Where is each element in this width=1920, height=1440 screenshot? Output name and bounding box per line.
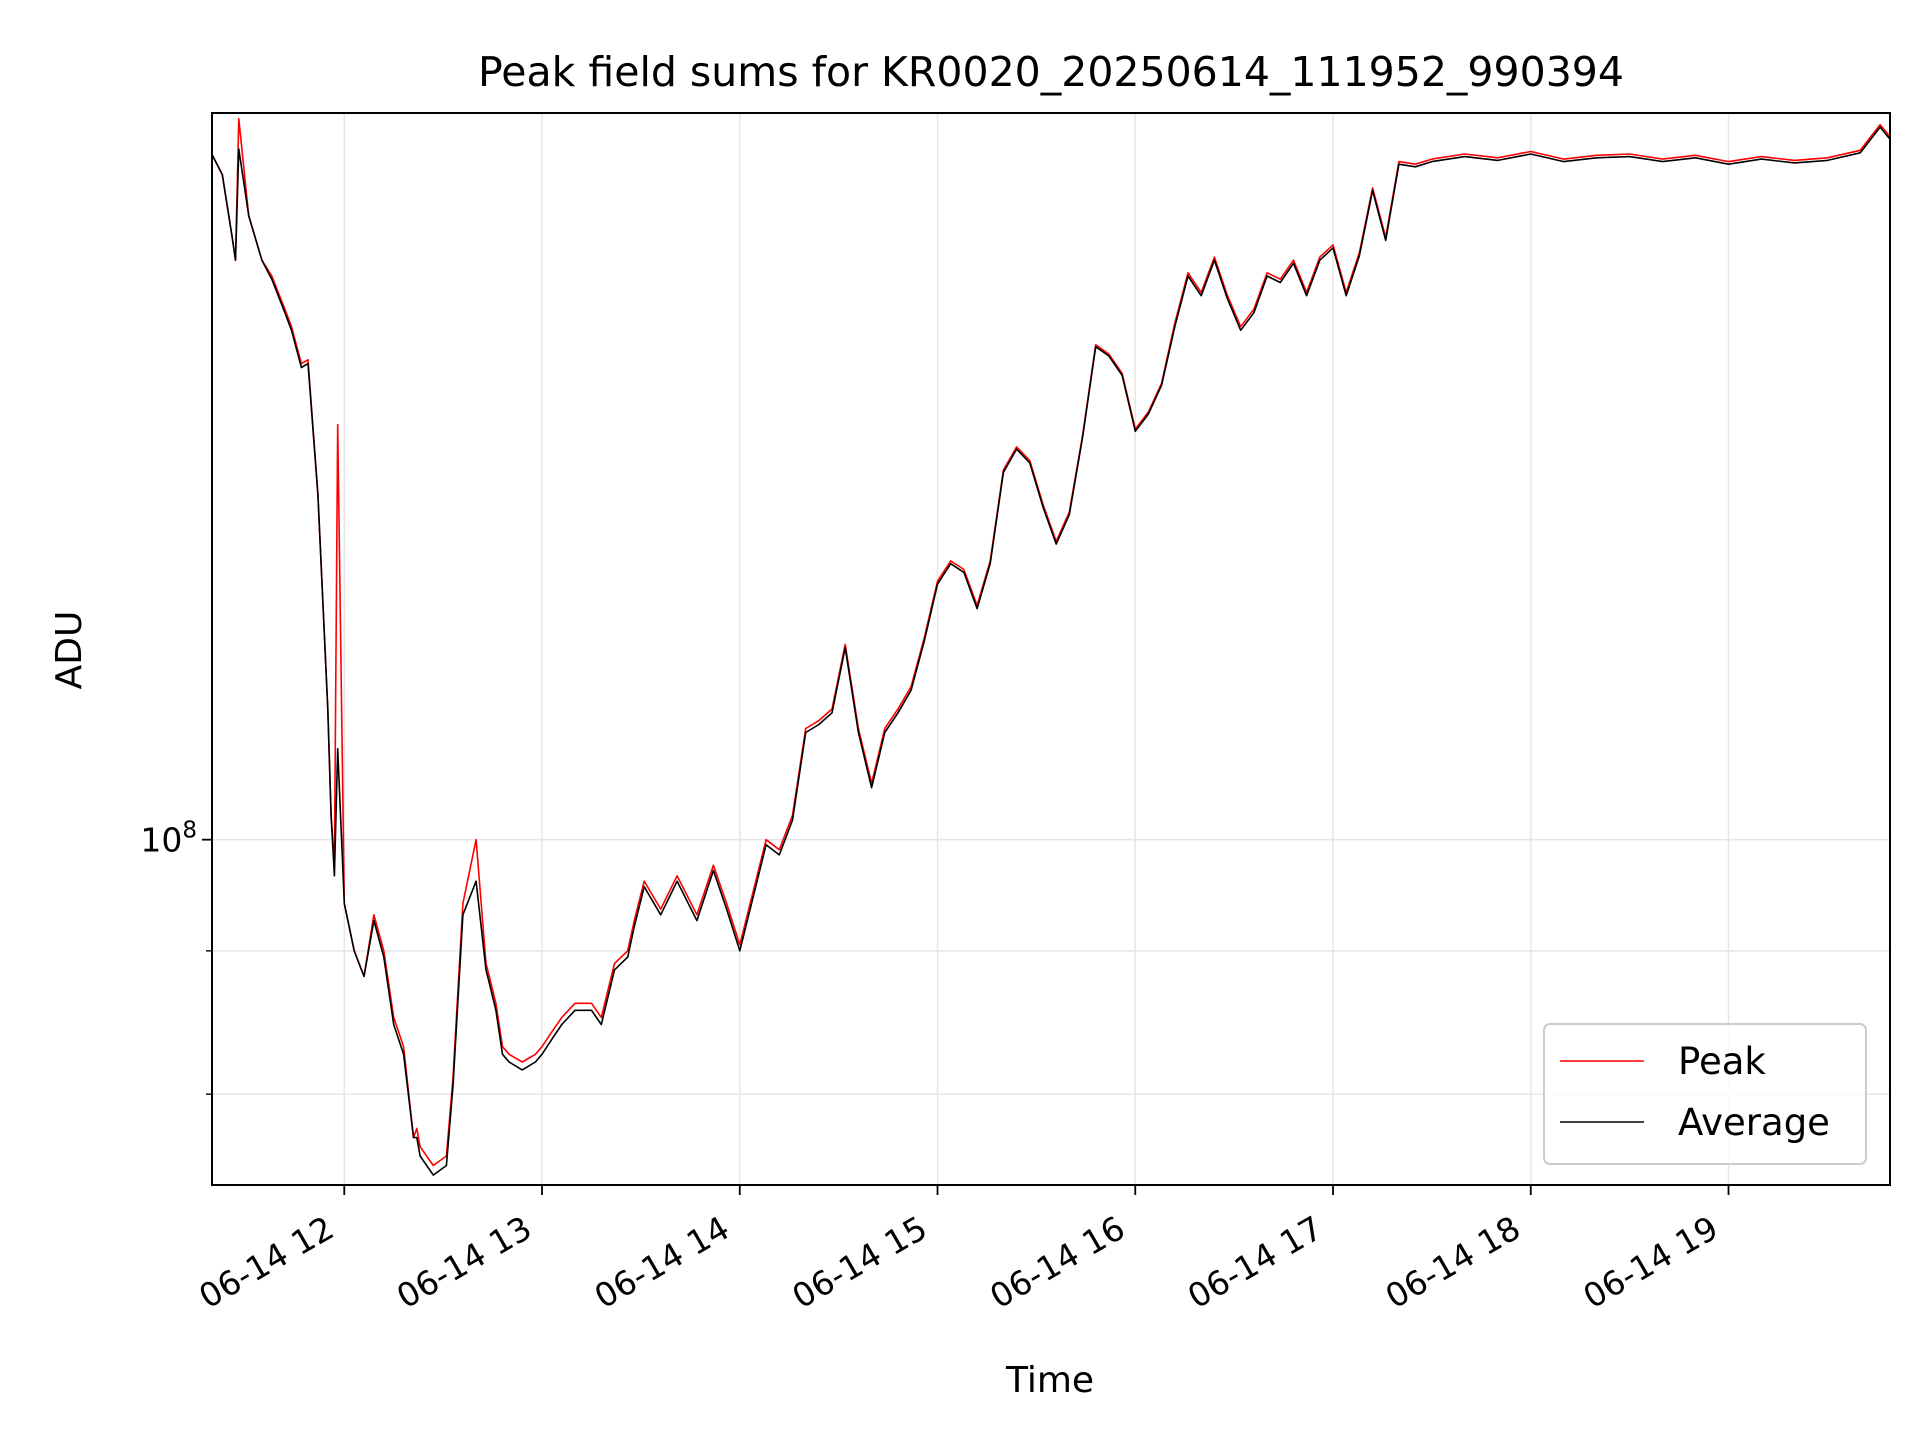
- x-tick-label: 06-14 13: [390, 1208, 538, 1316]
- legend-box: [1543, 1023, 1867, 1165]
- x-tick-label: 06-14 14: [588, 1208, 736, 1316]
- x-tick-label: 06-14 18: [1379, 1208, 1527, 1316]
- x-tick-label: 06-14 15: [786, 1208, 934, 1316]
- chart-title: Peak field sums for KR0020_20250614_1119…: [478, 48, 1624, 96]
- x-tick-label: 06-14 19: [1577, 1208, 1725, 1316]
- x-axis-label: Time: [1005, 1360, 1094, 1401]
- legend-label-peak: Peak: [1678, 1040, 1766, 1083]
- series-line-peak: [211, 118, 1891, 1167]
- x-tick-label: 06-14 17: [1181, 1208, 1329, 1316]
- x-tick-label: 06-14 16: [983, 1208, 1131, 1316]
- x-tick-label: 06-14 12: [192, 1208, 340, 1316]
- series-line-average: [211, 126, 1891, 1176]
- y-axis-label: ADU: [49, 611, 90, 690]
- series-layer: [211, 118, 1891, 1176]
- legend-label-average: Average: [1678, 1101, 1830, 1144]
- legend: Peak Average: [1543, 1023, 1867, 1165]
- y-tick-label: 108: [140, 818, 197, 860]
- plot-frame: [211, 112, 1891, 1186]
- tick-layer: 06-14 12 06-14 13 06-14 14 06-14 15 06-14 16…: [140, 818, 1730, 1316]
